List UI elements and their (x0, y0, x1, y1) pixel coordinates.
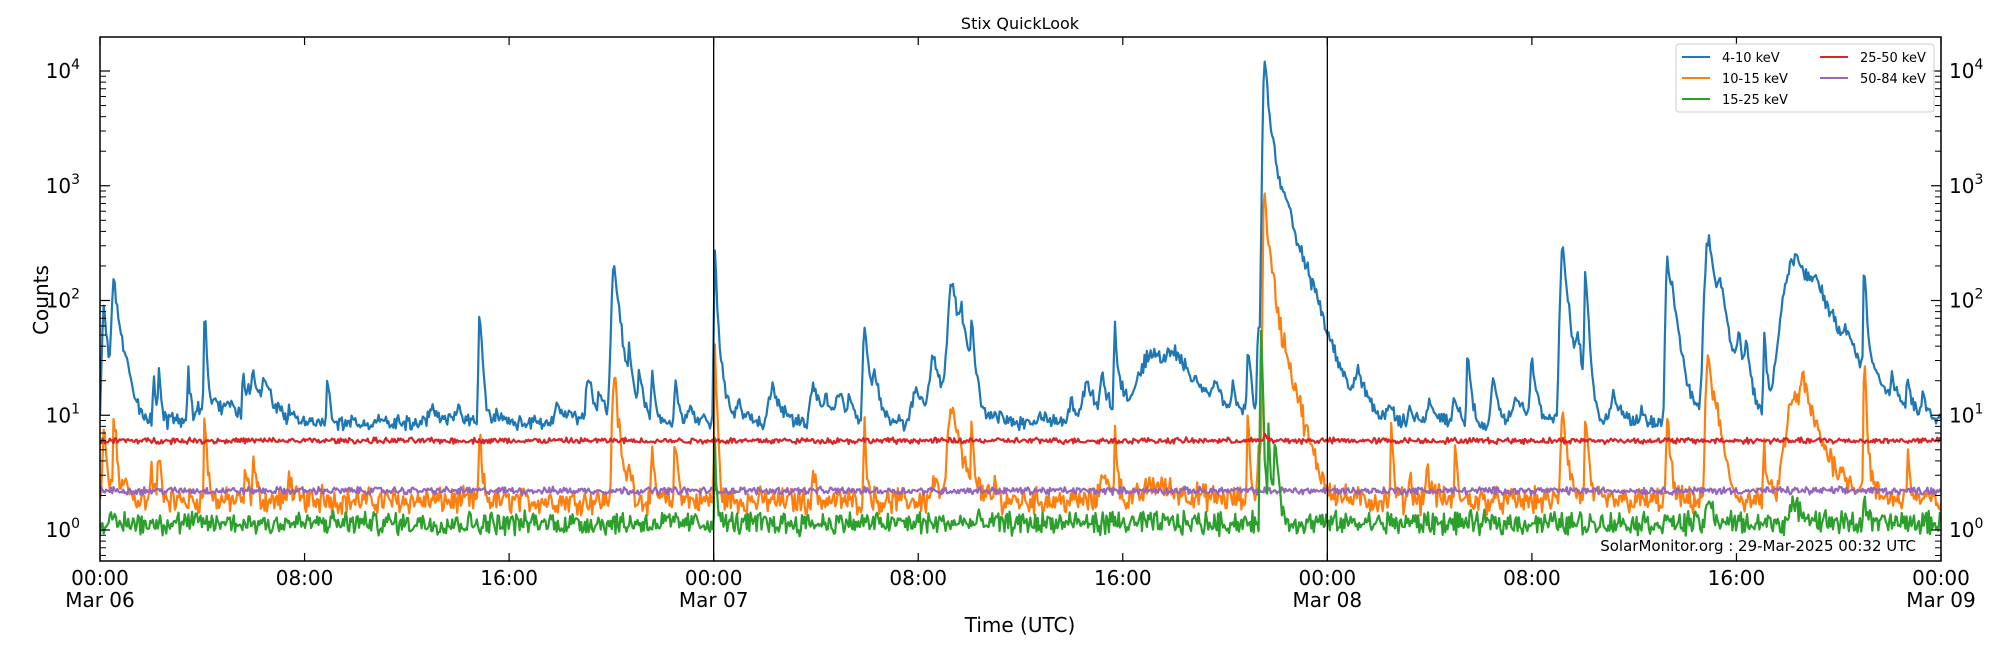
x-tick-label: 00:00 (1299, 566, 1357, 590)
series-line-15-25-kev (100, 329, 1941, 538)
x-tick-date-label: Mar 07 (679, 588, 749, 612)
x-tick-label: 00:00 (1912, 566, 1970, 590)
x-tick-label: 00:00 (71, 566, 129, 590)
chart-title: Stix QuickLook (961, 14, 1080, 33)
series-layer (100, 60, 1941, 538)
x-tick-label: 08:00 (1503, 566, 1561, 590)
legend-label: 50-84 keV (1860, 72, 1926, 87)
legend-box (1675, 43, 1935, 113)
x-tick-label: 08:00 (889, 566, 947, 590)
x-tick-label: 00:00 (685, 566, 743, 590)
y-tick-label-right: 102 (1949, 287, 1983, 313)
x-tick-date-label: Mar 06 (65, 588, 135, 612)
legend: 4-10 keV 10-15 keV 15-25 keV 25-50 keV 50-84… (1675, 43, 1935, 113)
plot-frame (99, 36, 1942, 562)
x-axis-label: Time (UTC) (964, 613, 1076, 637)
y-tick-label-right: 103 (1949, 172, 1983, 198)
series-line-25-50-kev (100, 432, 1941, 446)
legend-item: 10-15 keV (1682, 72, 1788, 87)
x-tick-label: 16:00 (1094, 566, 1152, 590)
day-dividers (713, 37, 1328, 561)
legend-item: 50-84 keV (1820, 72, 1926, 87)
y-tick-label-left: 101 (46, 401, 80, 427)
legend-label: 15-25 keV (1722, 93, 1788, 108)
series-line-4-10-kev (100, 60, 1941, 432)
legend-label: 4-10 keV (1722, 51, 1780, 66)
legend-item: 25-50 keV (1820, 51, 1926, 66)
y-tick-label-right: 104 (1949, 57, 1983, 83)
legend-item: 4-10 keV (1682, 51, 1780, 66)
x-tick-label: 16:00 (1708, 566, 1766, 590)
legend-label: 25-50 keV (1860, 51, 1926, 66)
x-tick-date-label: Mar 09 (1906, 588, 1976, 612)
y-tick-label-right: 100 (1949, 516, 1983, 542)
y-tick-label-left: 100 (46, 516, 80, 542)
timestamp-annotation: SolarMonitor.org : 29-Mar-2025 00:32 UTC (1600, 537, 1916, 555)
legend-item: 15-25 keV (1682, 93, 1788, 108)
x-tick-label: 16:00 (480, 566, 538, 590)
y-tick-label-right: 101 (1949, 401, 1983, 427)
legend-label: 10-15 keV (1722, 72, 1788, 87)
x-tick-label: 08:00 (276, 566, 334, 590)
series-line-10-15-kev (100, 192, 1941, 517)
y-tick-label-left: 104 (46, 57, 80, 83)
series-line-50-84-kev (100, 485, 1941, 496)
y-tick-label-left: 103 (46, 172, 80, 198)
y-axis-label: Counts (29, 265, 53, 335)
x-tick-date-label: Mar 08 (1293, 588, 1363, 612)
